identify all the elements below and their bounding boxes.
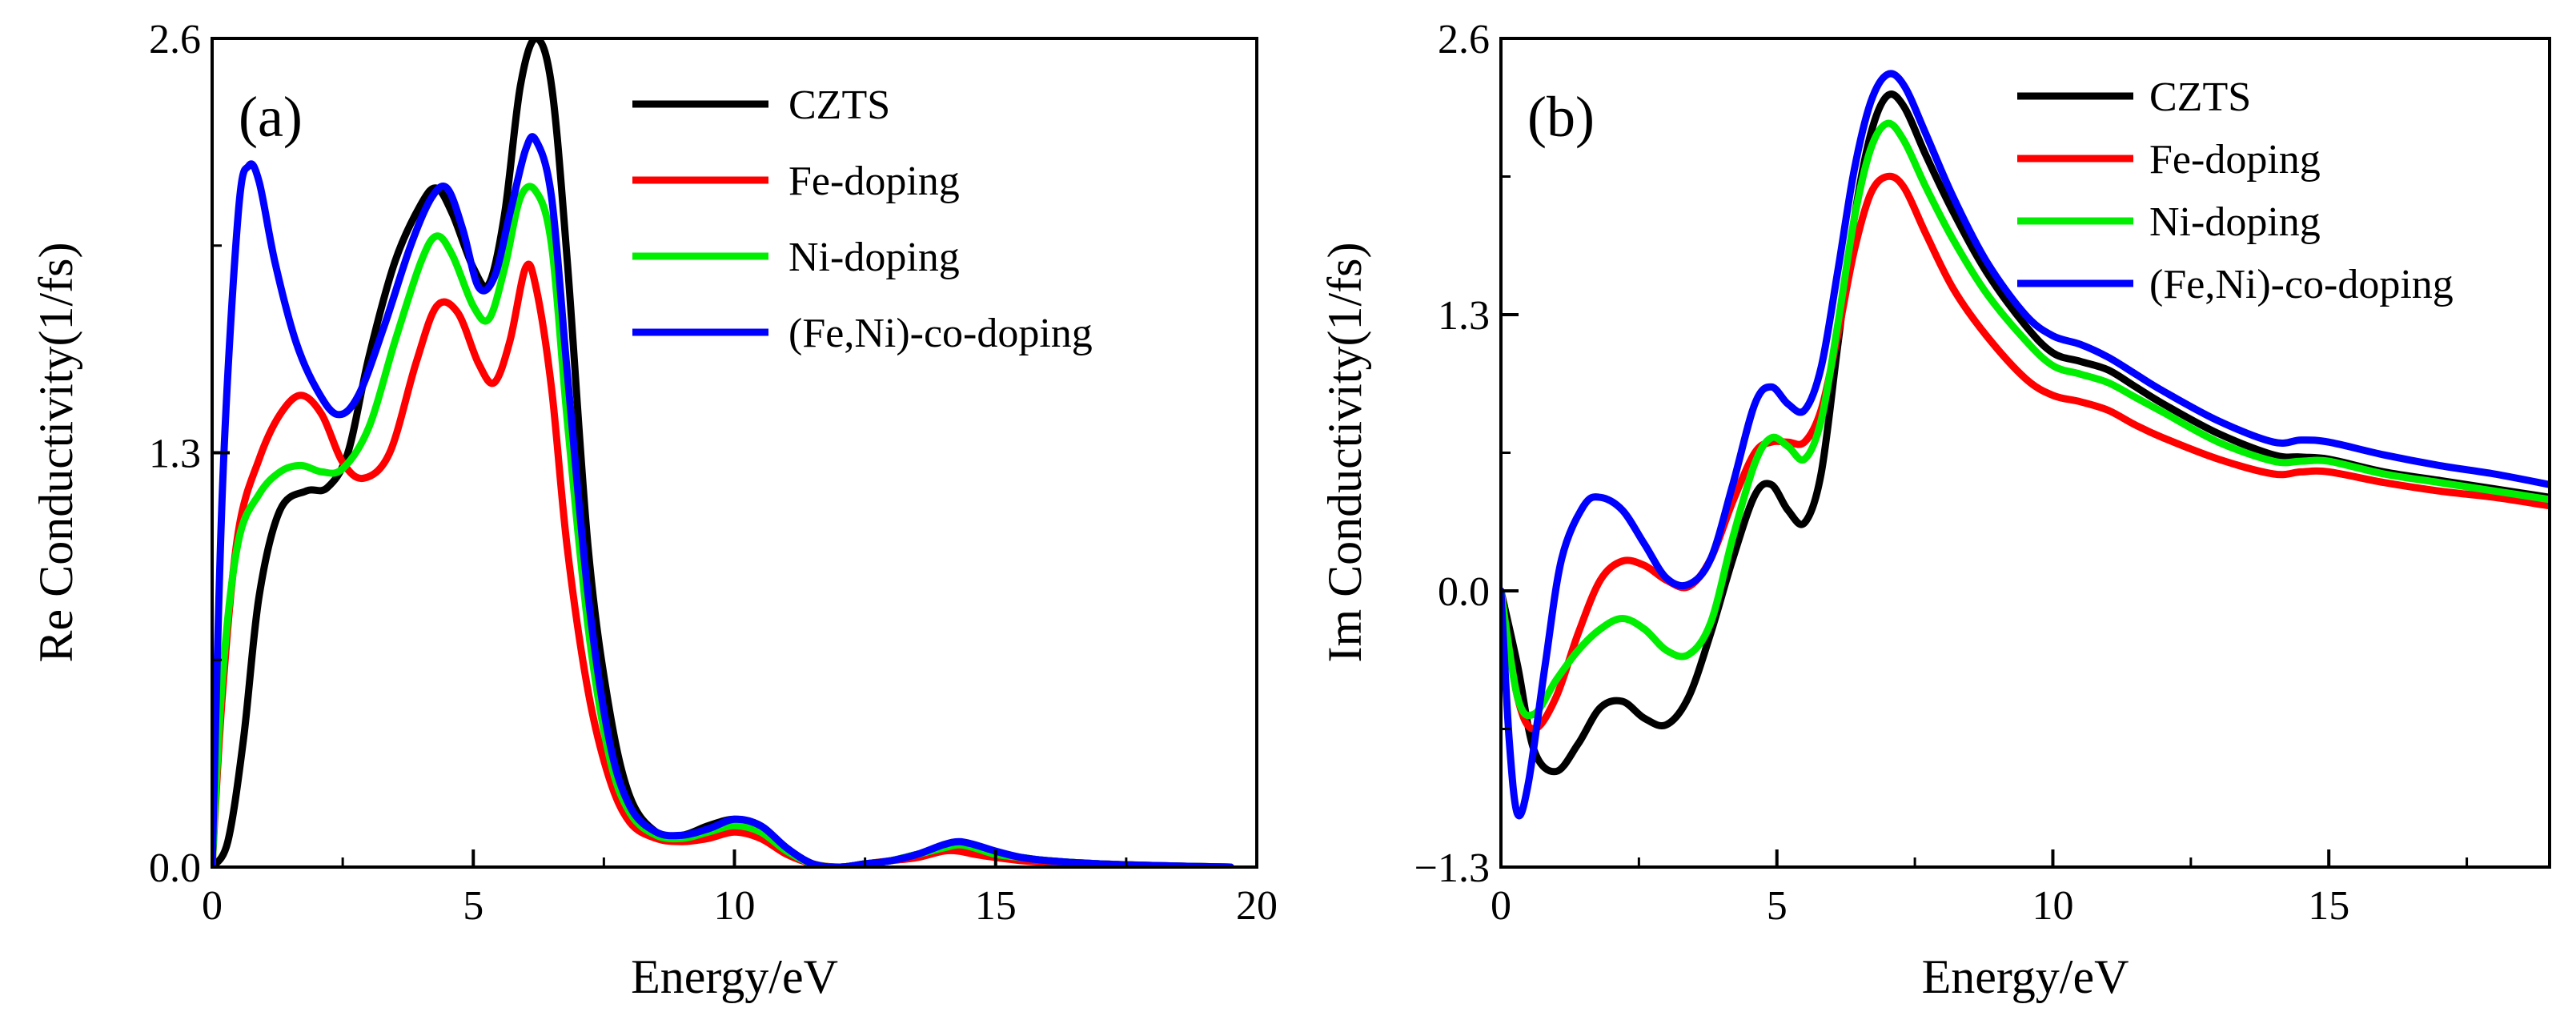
y-tick-label: 0.0 (1438, 569, 1490, 615)
chart-panel-b: 0 5 10 15 −1.3 0.0 1.3 2.6 Energy/eV Im Conductiv… (1318, 17, 2551, 1003)
x-tick-label: 15 (2308, 883, 2349, 929)
series-line-fe-ni-co-doping (1501, 70, 2550, 820)
legend-label: Ni-doping (2149, 199, 2321, 245)
x-tick-label: 0 (1491, 883, 1511, 929)
y-tick-label: 1.3 (149, 432, 201, 477)
series-line-czts (212, 38, 1234, 867)
series-line-czts (1501, 90, 2550, 776)
x-tick-label: 5 (1767, 883, 1788, 929)
y-tick-label: −1.3 (1414, 845, 1490, 891)
y-axis-label: Im Conductivity(1/fs) (1318, 243, 1371, 663)
series-line-ni-doping (212, 183, 1234, 867)
y-tick-label: 2.6 (1438, 17, 1490, 62)
panel-label: (b) (1527, 85, 1595, 149)
legend-label: Fe-doping (788, 159, 960, 204)
y-tick-label: 2.6 (149, 17, 201, 62)
legend: CZTS Fe-doping Ni-doping (Fe,Ni)-co-doping (632, 82, 1093, 356)
x-tick-label: 0 (202, 883, 223, 929)
series-lines (1501, 70, 2550, 820)
legend-label: Ni-doping (788, 235, 960, 280)
series-line-ni-doping (1501, 119, 2550, 720)
y-axis-label: Re Conductivity(1/fs) (30, 243, 82, 663)
plot-frame (211, 37, 1258, 869)
chart-panel-a: 0 5 10 15 20 0.0 1.3 2.6 Energy/eV Re Conductivit… (30, 17, 1278, 1003)
x-axis-label: Energy/eV (1922, 950, 2129, 1003)
series-line-fe-doping (1501, 172, 2550, 733)
panel-label: (a) (239, 85, 303, 149)
x-axis-label: Energy/eV (631, 950, 838, 1003)
x-tick-label: 10 (714, 883, 756, 929)
x-tick-label: 5 (463, 883, 484, 929)
legend-label: Fe-doping (2149, 137, 2321, 183)
series-lines (212, 38, 1234, 867)
legend-label: (Fe,Ni)-co-doping (2149, 262, 2454, 307)
y-tick-label: 1.3 (1438, 293, 1490, 339)
legend-label: (Fe,Ni)-co-doping (788, 311, 1093, 356)
series-line-fe-ni-co-doping (212, 133, 1234, 867)
y-tick-label: 0.0 (149, 845, 201, 891)
legend: CZTS Fe-doping Ni-doping (Fe,Ni)-co-doping (2017, 74, 2454, 307)
x-tick-label: 20 (1236, 883, 1278, 929)
x-tick-label: 15 (975, 883, 1017, 929)
legend-label: CZTS (2149, 74, 2251, 120)
series-line-fe-doping (212, 260, 1234, 867)
plot-frame (1499, 37, 2551, 869)
legend-label: CZTS (788, 82, 890, 128)
x-tick-label: 10 (2032, 883, 2073, 929)
